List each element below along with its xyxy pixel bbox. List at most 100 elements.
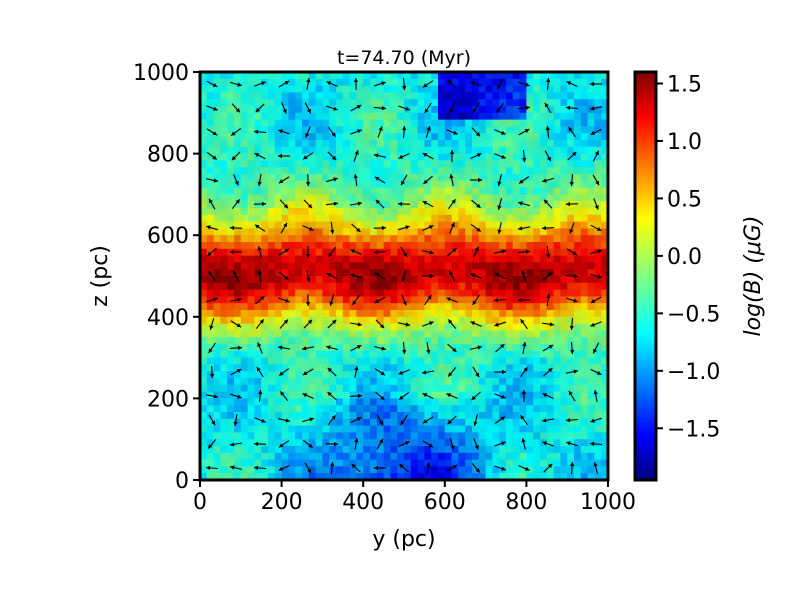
field-arrow: [590, 81, 602, 87]
field-arrow: [518, 81, 530, 87]
field-arrow: [401, 270, 407, 282]
field-arrow: [448, 102, 456, 114]
field-arrow: [278, 465, 290, 471]
field-arrow: [208, 414, 216, 426]
field-arrow: [255, 295, 265, 305]
field-arrow: [426, 461, 431, 475]
field-arrow: [327, 246, 337, 258]
field-arrow: [569, 173, 574, 187]
field-arrow: [424, 294, 432, 306]
field-arrow: [229, 225, 243, 231]
field-arrow: [257, 174, 262, 186]
field-arrow: [350, 344, 362, 352]
y-tick-label: 1000: [133, 61, 189, 86]
x-axis-label: y (pc): [372, 527, 435, 552]
field-arrow: [399, 463, 409, 473]
field-arrow: [543, 199, 553, 209]
field-arrow: [472, 366, 480, 378]
field-arrow: [446, 464, 458, 472]
field-arrow: [593, 390, 598, 402]
field-arrow: [326, 81, 338, 87]
field-arrow: [350, 104, 362, 112]
y-tick-label: 0: [175, 469, 189, 494]
colorbar-tick-label: 1.5: [667, 72, 702, 97]
field-arrow: [229, 345, 243, 350]
x-tick-label: 600: [424, 490, 466, 515]
field-arrow: [232, 270, 240, 282]
field-arrow: [230, 297, 242, 302]
field-arrow: [374, 176, 386, 184]
field-arrow: [471, 127, 481, 137]
field-arrow: [279, 319, 289, 329]
field-arrow: [302, 225, 314, 231]
field-arrow: [206, 80, 218, 88]
field-arrow: [329, 294, 335, 306]
field-arrow: [470, 321, 482, 327]
field-arrow: [230, 465, 242, 470]
y-axis-label: z (pc): [88, 245, 113, 307]
field-arrow: [205, 178, 219, 183]
field-arrow: [543, 463, 553, 473]
field-arrow: [542, 441, 554, 447]
field-arrow: [590, 249, 602, 255]
field-arrow: [306, 77, 311, 91]
field-arrow: [566, 297, 578, 303]
field-arrow: [208, 198, 216, 210]
field-arrow: [305, 173, 311, 187]
field-arrow: [278, 367, 290, 377]
field-arrow: [471, 463, 481, 473]
field-arrow: [402, 341, 407, 355]
field-arrow: [253, 441, 267, 447]
field-arrow: [543, 367, 553, 377]
field-arrow: [373, 465, 387, 471]
field-arrow: [494, 465, 506, 471]
field-arrow: [469, 177, 483, 183]
field-arrow: [497, 198, 503, 210]
field-arrow: [422, 200, 434, 208]
field-arrow: [373, 225, 387, 231]
field-arrow: [473, 246, 479, 258]
field-arrow: [330, 461, 335, 475]
field-arrow: [253, 465, 267, 470]
field-arrow: [327, 126, 337, 138]
field-arrow: [353, 77, 359, 91]
field-arrow: [521, 438, 526, 450]
field-arrow: [257, 246, 262, 258]
field-arrow: [470, 81, 482, 87]
field-arrow: [425, 126, 431, 138]
field-arrow: [566, 441, 578, 447]
field-arrow: [279, 199, 289, 209]
field-arrow: [497, 221, 502, 235]
field-arrow: [373, 249, 387, 255]
field-arrow: [327, 414, 337, 426]
field-arrow: [325, 201, 339, 206]
field-arrow: [233, 414, 238, 426]
field-arrow: [568, 390, 576, 402]
x-tick-label: 800: [505, 490, 547, 515]
field-arrow: [302, 439, 314, 449]
field-arrow: [541, 225, 555, 231]
field-arrow: [542, 344, 554, 352]
field-arrow: [278, 80, 290, 88]
field-arrow: [401, 294, 407, 306]
field-arrow: [278, 345, 290, 350]
field-arrow: [495, 102, 505, 114]
field-arrow: [376, 438, 384, 450]
colorbar-ticks: 1.5 1.0 0.5 0.0 −0.5 −1.0 −1.5: [656, 72, 720, 442]
field-arrow: [593, 198, 599, 210]
field-arrow: [327, 319, 337, 329]
field-arrow: [449, 438, 455, 450]
field-arrow: [542, 271, 554, 281]
field-arrow: [353, 174, 358, 186]
x-tick-label: 200: [261, 490, 303, 515]
field-arrow: [590, 128, 602, 136]
colorbar-tick-label: 0.0: [667, 245, 702, 270]
field-arrow: [400, 414, 408, 426]
colorbar-tick-label: 0.5: [667, 187, 702, 212]
field-arrow: [447, 79, 457, 89]
field-arrow: [472, 294, 480, 306]
field-arrow: [546, 246, 551, 258]
field-arrow: [590, 321, 602, 327]
field-arrow: [494, 153, 506, 159]
field-arrow: [567, 151, 577, 161]
